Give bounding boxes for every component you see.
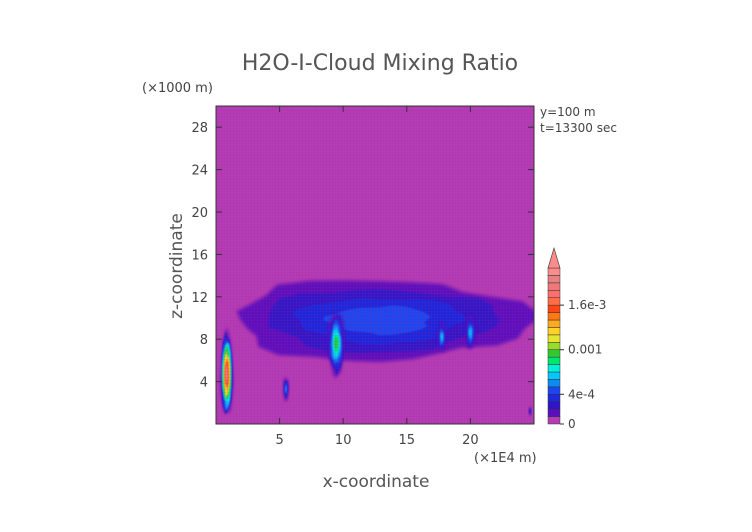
colorbar-swatch [547,304,561,313]
x-tick-label: 5 [275,433,283,448]
x-unit-label: (×1E4 m) [474,451,537,466]
colorbar-swatch [547,379,561,388]
colorbar: 1.6e-3 0.001 4e-4 0 [547,246,606,431]
colorbar-swatch [547,267,561,276]
colorbar-swatch [547,401,561,410]
x-tick-label: 15 [399,433,416,448]
colorbar-swatch [547,408,561,417]
info-line-t: t=13300 sec [540,121,617,135]
y-tick-label: 20 [191,206,208,221]
colorbar-swatch [547,327,561,336]
colorbar-swatch [547,319,561,328]
colorbar-swatch [547,416,561,425]
y-axis-label: z-coordinate [167,213,187,319]
colorbar-swatch [547,364,561,373]
colorbar-swatch [547,275,561,284]
y-tick-label: 16 [191,248,208,263]
info-line-y: y=100 m [540,105,596,119]
colorbar-swatch [547,394,561,402]
x-tick-label: 20 [462,433,479,448]
x-axis: 5 10 15 20 [275,106,479,448]
colorbar-swatch [547,312,561,321]
colorbar-swatch [547,349,561,358]
colorbar-swatch [547,371,561,380]
y-tick-label: 28 [191,121,208,136]
y-axis: 4 8 12 16 20 24 28 [191,121,534,391]
colorbar-swatch [547,342,561,350]
y-tick-label: 12 [191,291,208,306]
plot-area [216,106,534,424]
colorbar-extend-arrow [547,246,561,269]
colorbar-swatch [547,386,561,395]
colorbar-tick-label: 0 [568,417,576,431]
y-tick-label: 4 [200,376,208,391]
x-tick-label: 10 [335,433,352,448]
x-axis-label: x-coordinate [323,472,430,492]
colorbar-swatch [547,290,561,298]
chart-title: H2O-I-Cloud Mixing Ratio [242,51,518,76]
colorbar-tick-label: 0.001 [568,343,602,357]
model-grid [216,106,534,424]
y-unit-label: (×1000 m) [142,81,213,96]
colorbar-tick-label: 4e-4 [568,387,595,401]
colorbar-swatch [547,297,561,306]
y-tick-label: 8 [200,333,208,348]
plot-frame [215,105,535,425]
colorbar-swatch [547,356,561,365]
colorbar-tick-label: 1.6e-3 [568,298,606,312]
colorbar-swatch [547,334,561,343]
colorbar-swatch [547,282,561,291]
y-tick-label: 24 [191,164,208,179]
